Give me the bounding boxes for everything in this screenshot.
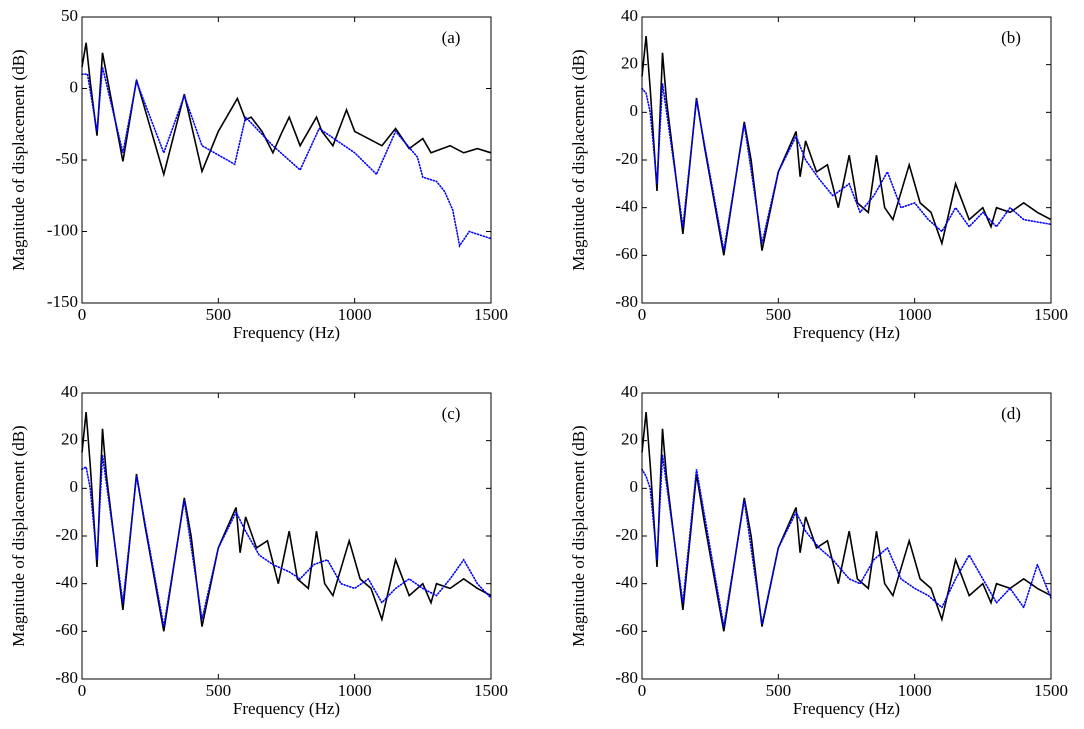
y-axis-label: Magnitude of displacement (dB): [569, 49, 588, 270]
series-line: [81, 412, 492, 632]
series-line: [641, 83, 1052, 251]
y-tick-label: 0: [630, 101, 639, 120]
y-tick-label: -40: [615, 573, 638, 592]
x-axis-label: Frequency (Hz): [793, 323, 900, 342]
y-axis-label: Magnitude of displacement (dB): [569, 425, 588, 646]
y-tick-label: -100: [47, 220, 78, 239]
plot-frame: [81, 16, 492, 304]
series-line: [81, 42, 492, 178]
x-axis-label: Frequency (Hz): [233, 323, 340, 342]
x-tick-label: 0: [638, 681, 647, 700]
y-tick-label: 40: [61, 382, 78, 401]
y-tick-label: -40: [615, 197, 638, 216]
y-tick-label: 0: [630, 477, 639, 496]
panel-annotation: (a): [442, 28, 461, 47]
x-tick-label: 0: [78, 681, 87, 700]
y-tick-label: -80: [615, 292, 638, 311]
y-tick-label: 20: [621, 54, 638, 73]
x-tick-label: 1500: [1034, 681, 1068, 700]
x-tick-label: 1500: [1034, 305, 1068, 324]
series-line: [641, 412, 1052, 632]
panel-annotation: (d): [1001, 404, 1021, 423]
y-tick-label: 50: [61, 6, 78, 25]
y-tick-label: -20: [55, 525, 78, 544]
plot-frame: [641, 16, 1052, 304]
x-tick-label: 0: [638, 305, 647, 324]
x-tick-label: 1500: [474, 681, 508, 700]
y-tick-label: -20: [615, 149, 638, 168]
x-tick-label: 500: [206, 305, 232, 324]
y-tick-label: -60: [55, 620, 78, 639]
y-tick-label: -80: [615, 668, 638, 687]
x-tick-label: 500: [766, 305, 792, 324]
plot-frame: [81, 392, 492, 680]
y-tick-label: -150: [47, 292, 78, 311]
x-tick-label: 1000: [338, 681, 372, 700]
x-tick-label: 500: [206, 681, 232, 700]
y-tick-label: -60: [615, 244, 638, 263]
y-tick-label: -40: [55, 573, 78, 592]
x-tick-label: 1000: [338, 305, 372, 324]
panel-annotation: (b): [1001, 28, 1021, 47]
plot-frame: [641, 392, 1052, 680]
y-tick-label: 20: [621, 430, 638, 449]
x-tick-label: 1000: [898, 681, 932, 700]
y-tick-label: -20: [615, 525, 638, 544]
x-tick-label: 1000: [898, 305, 932, 324]
x-tick-label: 0: [78, 305, 87, 324]
y-tick-label: 0: [70, 77, 79, 96]
x-axis-label: Frequency (Hz): [233, 699, 340, 718]
y-axis-label: Magnitude of displacement (dB): [9, 49, 28, 270]
series-line: [641, 36, 1052, 256]
y-tick-label: 40: [621, 382, 638, 401]
series-line: [81, 454, 492, 627]
y-tick-label: 20: [61, 430, 78, 449]
x-tick-label: 1500: [474, 305, 508, 324]
y-tick-label: 40: [621, 6, 638, 25]
y-tick-label: -50: [55, 149, 78, 168]
y-tick-label: -80: [55, 668, 78, 687]
y-axis-label: Magnitude of displacement (dB): [9, 425, 28, 646]
x-axis-label: Frequency (Hz): [793, 699, 900, 718]
y-tick-label: -60: [615, 620, 638, 639]
y-tick-label: 0: [70, 477, 79, 496]
series-line: [81, 66, 492, 248]
series-line: [641, 454, 1052, 627]
x-tick-label: 500: [766, 681, 792, 700]
panel-annotation: (c): [442, 404, 461, 423]
